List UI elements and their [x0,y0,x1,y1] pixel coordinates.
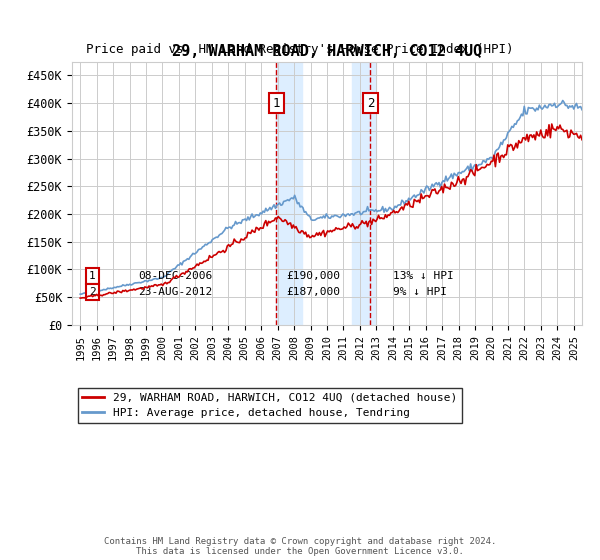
Text: Price paid vs. HM Land Registry's House Price Index (HPI): Price paid vs. HM Land Registry's House … [86,43,514,56]
Bar [352,62,376,325]
Text: 2: 2 [89,287,96,297]
Text: £187,000: £187,000 [286,287,340,297]
Text: Contains HM Land Registry data © Crown copyright and database right 2024.
This d: Contains HM Land Registry data © Crown c… [104,537,496,557]
Text: 08-DEC-2006: 08-DEC-2006 [139,271,212,281]
Legend: 29, WARHAM ROAD, HARWICH, CO12 4UQ (detached house), HPI: Average price, detache: 29, WARHAM ROAD, HARWICH, CO12 4UQ (deta… [77,388,462,423]
Text: £190,000: £190,000 [286,271,340,281]
Text: 13% ↓ HPI: 13% ↓ HPI [394,271,454,281]
Bar [277,62,302,325]
Text: 1: 1 [272,97,280,110]
Text: 1: 1 [89,271,96,281]
Text: 9% ↓ HPI: 9% ↓ HPI [394,287,448,297]
Text: 23-AUG-2012: 23-AUG-2012 [139,287,212,297]
Title: 29, WARHAM ROAD, HARWICH, CO12 4UQ: 29, WARHAM ROAD, HARWICH, CO12 4UQ [172,44,482,59]
Text: 2: 2 [367,97,374,110]
